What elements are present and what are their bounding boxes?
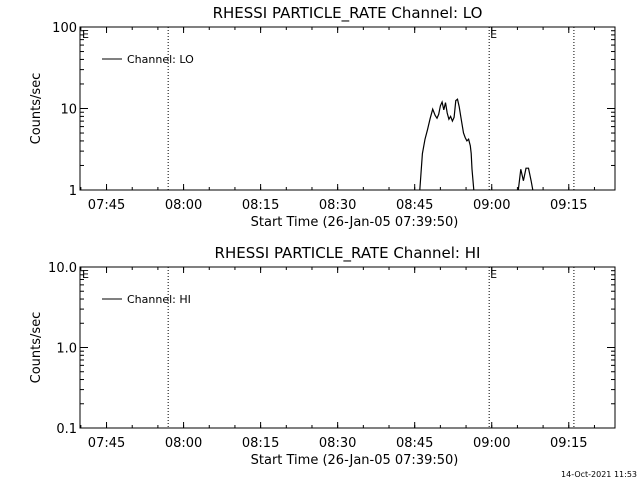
chart-panel-hi: RHESSI PARTICLE_RATE Channel: HI 07:45 08:…	[29, 244, 616, 468]
data-series-line-segment	[517, 167, 534, 191]
time-marker-label: E	[490, 268, 497, 281]
time-marker-label: E	[490, 28, 497, 41]
y-tick-label: 100	[52, 21, 77, 36]
corner-marker-label: E	[82, 28, 89, 41]
x-tick-label: 09:00	[473, 198, 510, 213]
x-tick-label: 08:00	[165, 436, 202, 451]
x-tick-label: 08:45	[396, 198, 433, 213]
x-tick-label: 09:15	[550, 436, 587, 451]
x-axis-label: Start Time (26-Jan-05 07:39:50)	[251, 453, 459, 468]
chart-title: RHESSI PARTICLE_RATE Channel: LO	[213, 4, 483, 23]
y-tick-label: 0.1	[56, 422, 77, 437]
y-axis-label: Counts/sec	[29, 73, 44, 145]
x-tick-label: 09:15	[550, 198, 587, 213]
data-series-line	[419, 98, 475, 191]
x-tick-label: 08:30	[319, 198, 356, 213]
x-axis-label: Start Time (26-Jan-05 07:39:50)	[251, 215, 459, 230]
x-tick-label: 07:45	[88, 198, 125, 213]
timestamp: 14-Oct-2021 11:53	[561, 470, 637, 479]
plot-frame	[79, 266, 616, 429]
y-tick-label: 10	[60, 103, 77, 118]
y-axis-label: Counts/sec	[29, 312, 44, 384]
x-tick-label: 08:15	[242, 436, 279, 451]
legend-label: Channel: HI	[127, 293, 191, 306]
y-tick-label: 10.0	[48, 261, 77, 276]
legend-label: Channel: LO	[127, 53, 194, 66]
y-tick-label: 1	[69, 184, 77, 199]
corner-marker-label: E	[82, 268, 89, 281]
plot-frame	[79, 26, 616, 191]
y-tick-label: 1.0	[56, 342, 77, 357]
x-tick-label: 08:00	[165, 198, 202, 213]
x-tick-label: 08:45	[396, 436, 433, 451]
x-tick-label: 07:45	[88, 436, 125, 451]
chart-panel-lo: RHESSI PARTICLE_RATE Channel: LO 07:45 08:…	[29, 4, 616, 230]
x-tick-label: 09:00	[473, 436, 510, 451]
chart-title: RHESSI PARTICLE_RATE Channel: HI	[215, 244, 481, 263]
x-tick-label: 08:15	[242, 198, 279, 213]
x-tick-label: 08:30	[319, 436, 356, 451]
